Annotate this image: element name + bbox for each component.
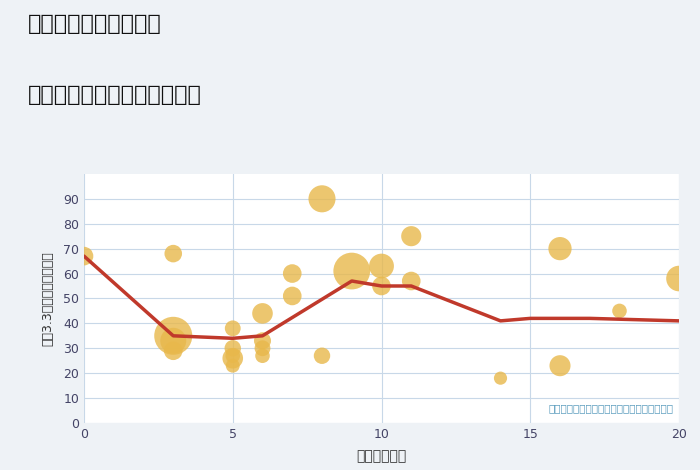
Point	[495, 375, 506, 382]
Text: 三重県鈴鹿市秋永町の: 三重県鈴鹿市秋永町の	[28, 14, 162, 34]
Point	[168, 337, 179, 345]
Point	[287, 270, 298, 277]
Point	[554, 245, 566, 252]
Point	[168, 347, 179, 354]
Text: 円の大きさは、取引のあった物件面積を示す: 円の大きさは、取引のあった物件面積を示す	[548, 403, 673, 413]
Point	[227, 354, 238, 362]
Y-axis label: 坪（3.3㎡）単価（万円）: 坪（3.3㎡）単価（万円）	[42, 251, 55, 346]
Point	[168, 332, 179, 339]
Point	[376, 282, 387, 290]
Point	[614, 307, 625, 315]
Point	[554, 362, 566, 369]
Text: 駅距離別中古マンション価格: 駅距離別中古マンション価格	[28, 85, 202, 105]
Point	[316, 195, 328, 203]
Point	[168, 250, 179, 258]
X-axis label: 駅距離（分）: 駅距離（分）	[356, 449, 407, 463]
Point	[257, 352, 268, 360]
Point	[316, 352, 328, 360]
Point	[227, 325, 238, 332]
Point	[257, 337, 268, 345]
Point	[376, 262, 387, 270]
Point	[406, 232, 417, 240]
Point	[287, 292, 298, 300]
Point	[227, 345, 238, 352]
Point	[346, 267, 357, 275]
Point	[78, 252, 90, 260]
Point	[673, 275, 685, 282]
Point	[227, 352, 238, 360]
Point	[227, 362, 238, 369]
Point	[406, 277, 417, 285]
Point	[257, 345, 268, 352]
Point	[257, 310, 268, 317]
